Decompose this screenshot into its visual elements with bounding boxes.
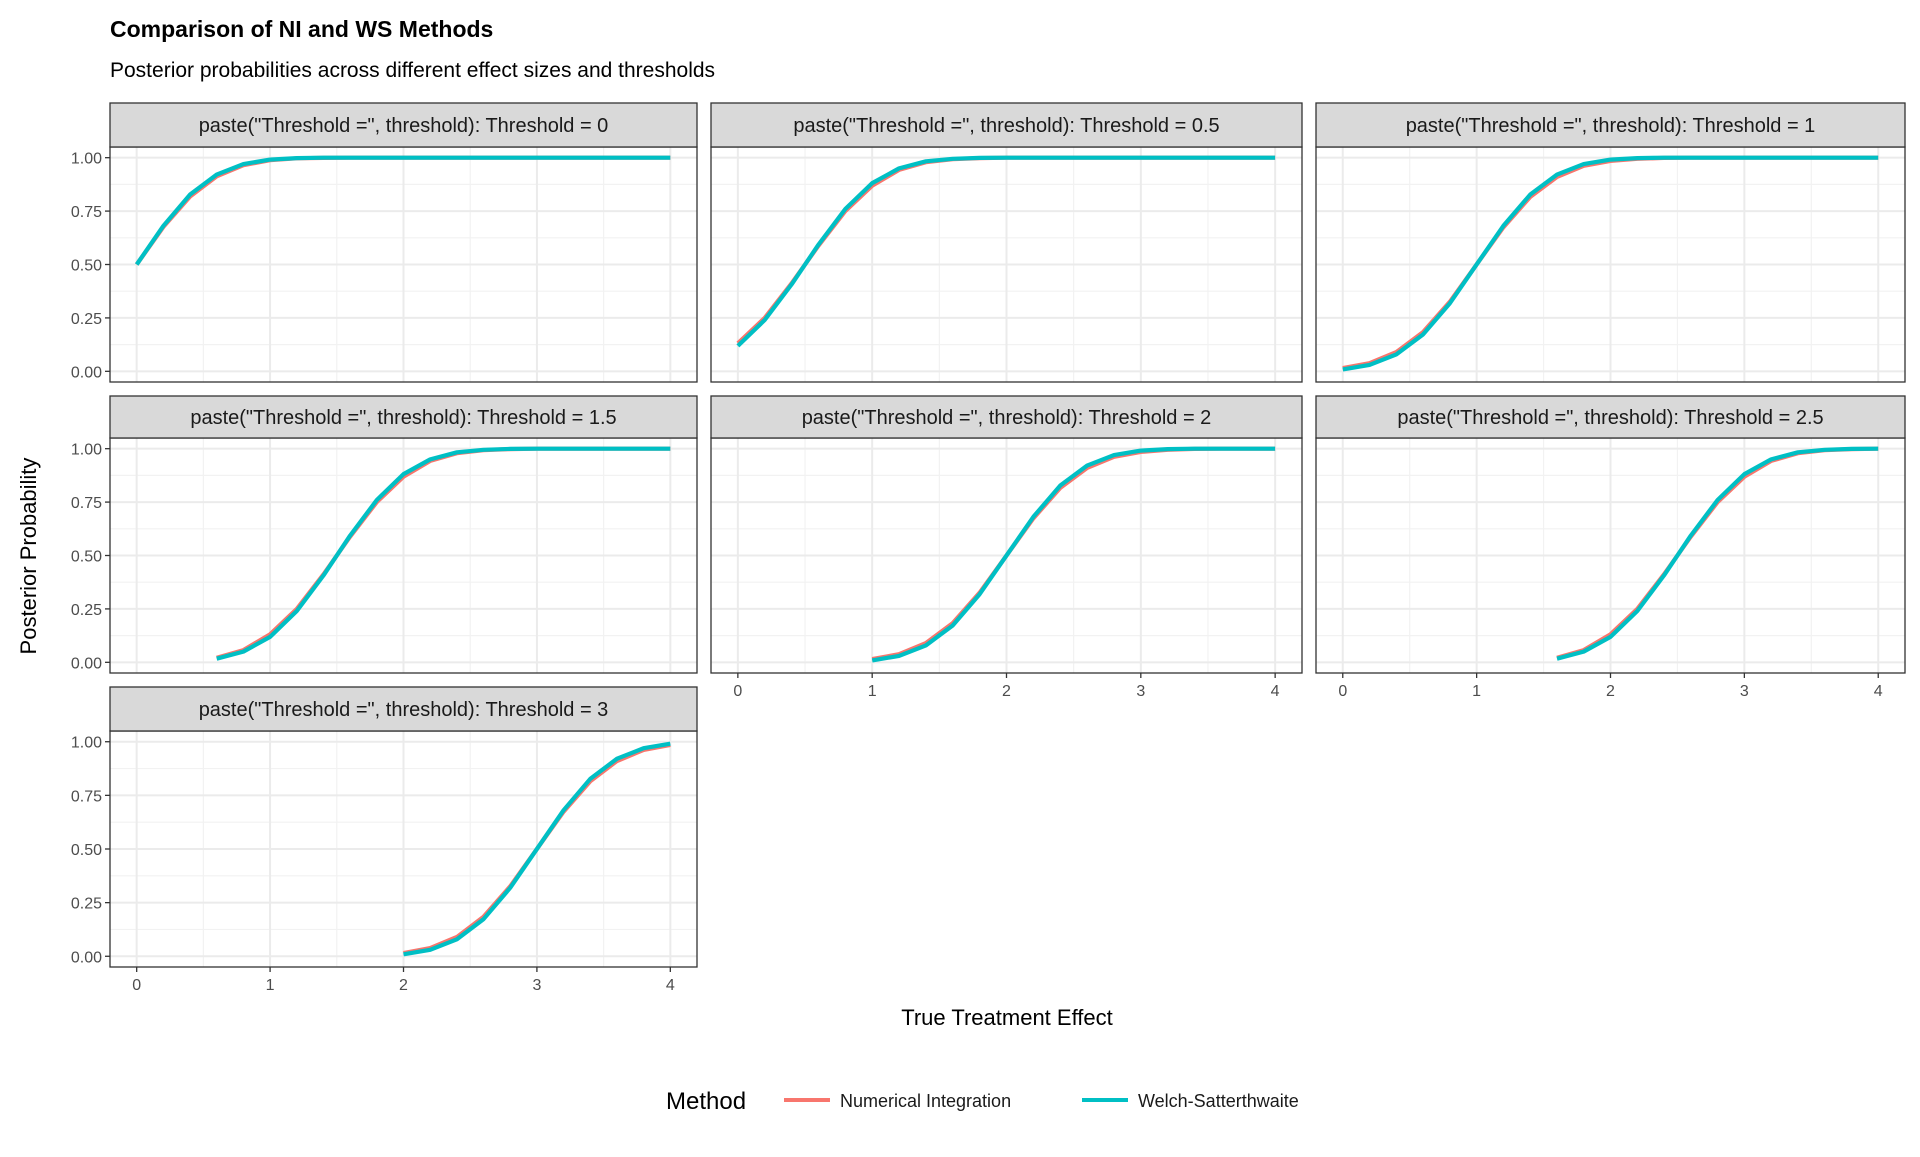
facet-strip-label: paste("Threshold =", threshold): Thresho… <box>199 699 609 721</box>
chart-title: Comparison of NI and WS Methods <box>110 16 493 42</box>
legend-title: Method <box>666 1088 746 1115</box>
facet-strip <box>109 102 698 148</box>
y-tick-label: 0.25 <box>71 311 102 328</box>
y-tick-label: 1.00 <box>71 151 102 168</box>
legend-label-numerical-integration: Numerical Integration <box>840 1091 1011 1111</box>
y-tick-label: 0.25 <box>71 602 102 619</box>
y-tick-label: 0.50 <box>71 842 102 859</box>
y-tick-label: 0.50 <box>71 258 102 275</box>
facet-panel: paste("Threshold =", threshold): Thresho… <box>1315 102 1906 383</box>
y-tick-label: 0.25 <box>71 896 102 913</box>
facet-panel: paste("Threshold =", threshold): Thresho… <box>71 395 698 674</box>
series-line-welch-satterthwaite <box>871 446 1276 663</box>
series-line-welch-satterthwaite <box>216 446 671 661</box>
facet-panel: paste("Threshold =", threshold): Thresho… <box>71 102 698 383</box>
y-tick-label: 0.75 <box>71 204 102 221</box>
x-tick-label: 3 <box>1136 683 1145 700</box>
facet-strip-label: paste("Threshold =", threshold): Thresho… <box>802 407 1212 429</box>
y-tick-label: 0.50 <box>71 549 102 566</box>
legend-label-welch-satterthwaite: Welch-Satterthwaite <box>1138 1091 1299 1111</box>
facet-strip <box>1315 102 1906 148</box>
y-tick-label: 0.00 <box>71 364 102 381</box>
y-axis-title: Posterior Probability <box>16 458 41 655</box>
x-tick-label: 2 <box>399 977 408 994</box>
facet-panel: paste("Threshold =", threshold): Thresho… <box>710 102 1303 383</box>
facet-strip-label: paste("Threshold =", threshold): Thresho… <box>199 115 609 137</box>
facet-panel: paste("Threshold =", threshold): Thresho… <box>710 395 1303 700</box>
x-axis-title: True Treatment Effect <box>901 1005 1113 1030</box>
x-tick-label: 0 <box>132 977 141 994</box>
facet-strip-label: paste("Threshold =", threshold): Thresho… <box>190 407 616 429</box>
facet-strip-label: paste("Threshold =", threshold): Thresho… <box>1406 115 1816 137</box>
x-tick-label: 1 <box>868 683 877 700</box>
facet-panel: paste("Threshold =", threshold): Thresho… <box>1315 395 1906 700</box>
facet-strip-label: paste("Threshold =", threshold): Thresho… <box>1397 407 1823 429</box>
chart-subtitle: Posterior probabilities across different… <box>110 59 715 82</box>
x-tick-label: 4 <box>666 977 675 994</box>
series-line-welch-satterthwaite <box>736 155 1276 348</box>
series-line-welch-satterthwaite <box>403 741 671 957</box>
facet-strip <box>710 102 1303 148</box>
facet-panels: paste("Threshold =", threshold): Thresho… <box>71 102 1906 994</box>
x-tick-label: 0 <box>733 683 742 700</box>
y-tick-label: 1.00 <box>71 442 102 459</box>
legend: Method Numerical Integration Welch-Satte… <box>666 1088 1299 1115</box>
y-tick-label: 0.75 <box>71 788 102 805</box>
series-line-welch-satterthwaite <box>1556 446 1879 661</box>
x-tick-label: 1 <box>266 977 275 994</box>
y-tick-label: 0.00 <box>71 655 102 672</box>
y-tick-label: 0.75 <box>71 495 102 512</box>
x-tick-label: 4 <box>1874 683 1883 700</box>
series-line-welch-satterthwaite <box>1342 155 1879 372</box>
x-tick-label: 2 <box>1002 683 1011 700</box>
x-tick-label: 3 <box>532 977 541 994</box>
y-tick-label: 0.00 <box>71 949 102 966</box>
x-tick-label: 2 <box>1606 683 1615 700</box>
facet-strip <box>1315 395 1906 439</box>
x-tick-label: 0 <box>1338 683 1347 700</box>
facet-strip-label: paste("Threshold =", threshold): Thresho… <box>793 115 1219 137</box>
facet-strip <box>109 395 698 439</box>
series-line-welch-satterthwaite <box>134 155 671 266</box>
x-tick-label: 4 <box>1271 683 1280 700</box>
x-tick-label: 1 <box>1472 683 1481 700</box>
facet-strip <box>710 395 1303 439</box>
facet-panel: paste("Threshold =", threshold): Thresho… <box>71 686 698 994</box>
facet-strip <box>109 686 698 732</box>
x-tick-label: 3 <box>1740 683 1749 700</box>
y-tick-label: 1.00 <box>71 735 102 752</box>
